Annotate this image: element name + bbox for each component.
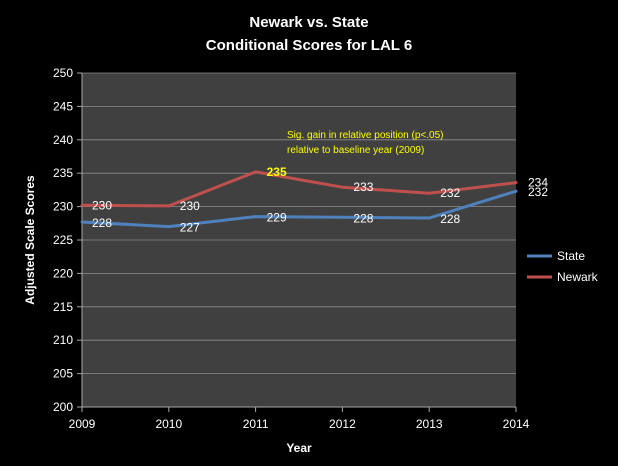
series-group — [80, 170, 518, 229]
legend: State Newark — [527, 249, 599, 284]
y-tick-label: 205 — [53, 367, 73, 381]
y-tick-label: 210 — [53, 333, 73, 347]
y-tick-label: 250 — [53, 66, 73, 80]
series-line-state — [81, 189, 517, 229]
chart-subtitle: Conditional Scores for LAL 6 — [206, 37, 412, 54]
data-point-newark — [514, 181, 518, 185]
data-point-newark — [167, 204, 171, 208]
x-axis-title: Year — [286, 441, 312, 455]
y-tick-label: 230 — [53, 200, 73, 214]
y-tick-label: 245 — [53, 99, 73, 113]
x-tick-label: 2012 — [329, 417, 356, 431]
x-tick-label: 2010 — [155, 417, 182, 431]
y-tick-label: 240 — [53, 133, 73, 147]
x-tick-label: 2013 — [416, 417, 443, 431]
data-point-state — [254, 215, 258, 219]
data-label-state: 228 — [353, 211, 373, 225]
data-label-newark: 230 — [92, 198, 112, 212]
y-tick-label: 215 — [53, 300, 73, 314]
data-point-state — [80, 220, 84, 224]
y-tick-label: 220 — [53, 266, 73, 280]
y-tick-label: 225 — [53, 233, 73, 247]
data-point-state — [514, 189, 518, 193]
gridlines — [82, 72, 516, 375]
x-tick-label: 2014 — [503, 417, 530, 431]
data-point-state — [340, 215, 344, 219]
series-line-newark — [81, 170, 517, 208]
data-point-state — [427, 216, 431, 220]
x-axis-ticks: 2009 2010 2011 2012 2013 2014 — [69, 407, 530, 431]
annotation-line-1: Sig. gain in relative position (p<.05) — [287, 130, 443, 141]
legend-label-state: State — [557, 249, 585, 263]
data-label-newark: 235 — [267, 165, 287, 179]
x-tick-label: 2009 — [69, 417, 96, 431]
y-axis-title: Adjusted Scale Scores — [23, 175, 37, 305]
data-label-newark: 234 — [528, 176, 548, 190]
data-label-state: 228 — [92, 216, 112, 230]
data-point-newark — [80, 203, 84, 207]
annotation-line-2: relative to baseline year (2009) — [287, 145, 424, 156]
data-label-newark: 233 — [353, 180, 373, 194]
y-axis-ticks: 200 205 210 215 220 225 230 235 240 245 250 — [53, 66, 82, 414]
chart-title: Newark vs. State — [249, 14, 368, 31]
y-tick-label: 235 — [53, 166, 73, 180]
data-point-newark — [340, 185, 344, 189]
data-label-state: 229 — [267, 211, 287, 225]
x-tick-label: 2011 — [243, 417, 269, 431]
data-label-state: 228 — [440, 212, 460, 226]
data-label-newark: 230 — [180, 199, 200, 213]
data-label-newark: 232 — [440, 186, 460, 200]
legend-label-newark: Newark — [557, 270, 599, 284]
data-point-newark — [427, 191, 431, 195]
y-tick-label: 200 — [53, 400, 73, 414]
data-label-state: 232 — [528, 185, 548, 199]
data-point-state — [167, 225, 171, 229]
data-point-newark — [254, 170, 258, 174]
data-label-state: 227 — [180, 221, 200, 235]
